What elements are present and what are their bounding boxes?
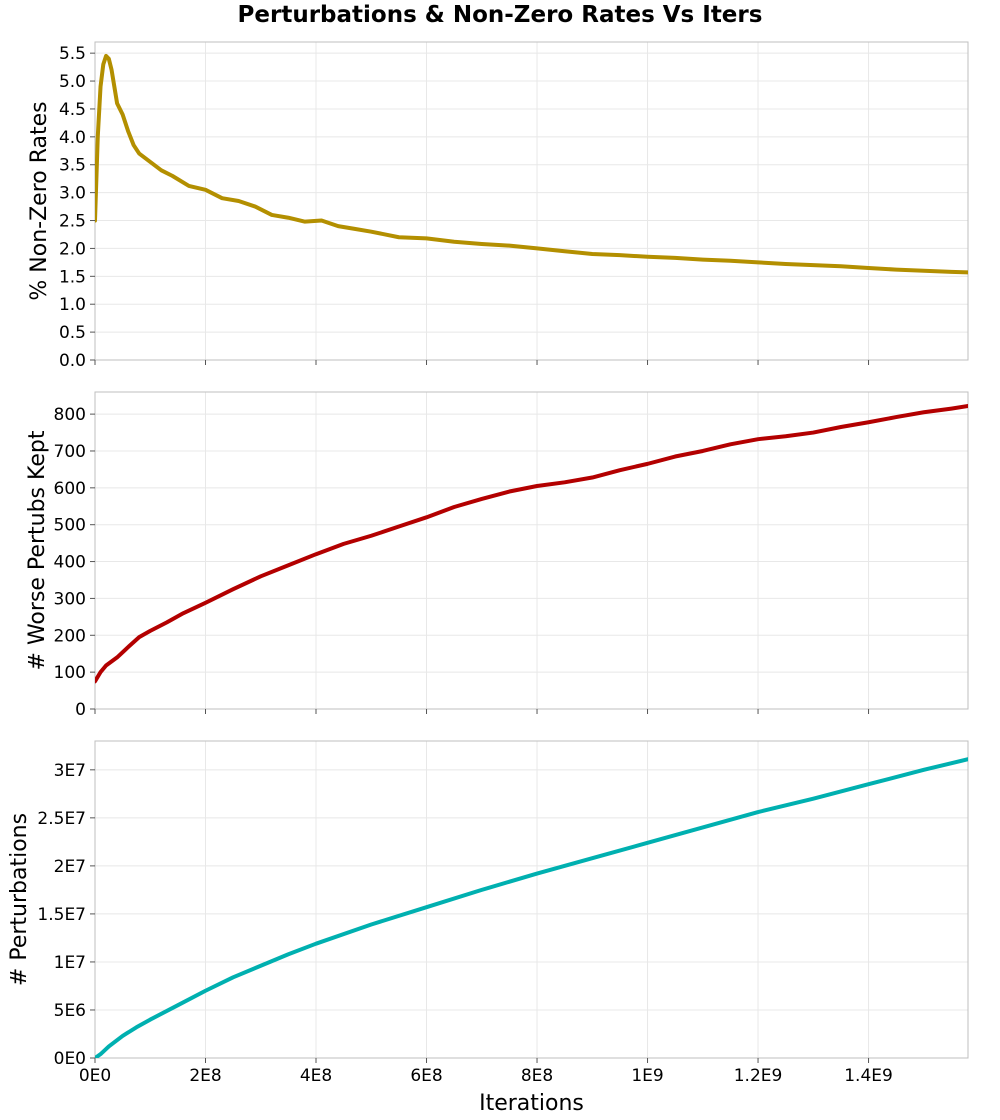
y-tick-label: 0.5	[59, 323, 86, 343]
x-tick-label: 2E8	[189, 1066, 221, 1086]
x-tick-label: 8E8	[521, 1066, 553, 1086]
y-tick-label: 3E7	[54, 761, 86, 781]
y-tick-label: 0E0	[54, 1049, 86, 1069]
y-tick-label: 2.0	[59, 239, 86, 259]
y-tick-label: 2.5E7	[37, 809, 86, 829]
x-tick-label: 4E8	[300, 1066, 332, 1086]
y-tick-label: 1.5	[59, 267, 86, 287]
chart-title: Perturbations & Non-Zero Rates Vs Iters	[238, 2, 763, 28]
y-tick-label: 100	[54, 663, 86, 683]
y-axis-label: # Worse Pertubs Kept	[25, 430, 50, 670]
y-tick-label: 500	[54, 516, 86, 536]
plot-area	[95, 392, 968, 709]
chart-panels: 0.0 0.5 1.0 1.5 2.0 2.5 3.0 3.5 4.0 4.5 5.0 5.5 % No…	[7, 41, 969, 1116]
plot-area	[95, 42, 968, 360]
series-line-perturbations	[95, 757, 968, 1058]
y-tick-label: 0	[75, 700, 86, 720]
plot-area	[95, 741, 968, 1058]
x-tick-label: 1.4E9	[844, 1066, 893, 1086]
y-tick-label: 1.0	[59, 295, 86, 315]
x-tick-label: 1.2E9	[734, 1066, 783, 1086]
y-tick-label: 600	[54, 479, 86, 499]
x-axis-label: Iterations	[479, 1091, 584, 1116]
series-line-worse-pertubs	[95, 404, 968, 684]
y-tick-label: 300	[54, 589, 86, 609]
y-axis-label: # Perturbations	[7, 813, 32, 986]
panel-worse-pertubs: 0 100 200 300 400 500 600 700 800# Worse Pertubs…	[25, 391, 969, 720]
y-tick-label: 200	[54, 626, 86, 646]
y-tick-label: 4.0	[59, 128, 86, 148]
plot-border	[94, 391, 969, 710]
y-tick-label: 3.0	[59, 184, 86, 204]
x-tick-label: 6E8	[410, 1066, 442, 1086]
series-line-nonzero-rate	[95, 53, 968, 275]
y-axis-label: % Non-Zero Rates	[27, 101, 52, 300]
y-tick-label: 1.5E7	[37, 905, 86, 925]
y-tick-label: 2E7	[54, 857, 86, 877]
panel-nonzero-rate: 0.0 0.5 1.0 1.5 2.0 2.5 3.0 3.5 4.0 4.5 5.0 5.5 % No…	[27, 41, 969, 371]
y-tick-label: 0.0	[59, 351, 86, 371]
y-tick-label: 3.5	[59, 156, 86, 176]
x-tick-label: 0E0	[79, 1066, 111, 1086]
x-tick-label: 1E9	[631, 1066, 663, 1086]
y-tick-label: 400	[54, 553, 86, 573]
y-tick-label: 1E7	[54, 953, 86, 973]
plot-border	[94, 740, 969, 1059]
y-tick-label: 2.5	[59, 212, 86, 232]
y-tick-label: 5E6	[54, 1001, 86, 1021]
y-tick-label: 4.5	[59, 100, 86, 120]
y-tick-label: 700	[54, 442, 86, 462]
y-tick-label: 5.0	[59, 72, 86, 92]
panel-perturbations: 0E0 5E6 1E7 1.5E7 2E7 2.5E7 3E7 0E0 2E8 4E8 6E8 8E8…	[7, 740, 969, 1116]
y-tick-label: 5.5	[59, 44, 86, 64]
y-tick-label: 800	[54, 405, 86, 425]
